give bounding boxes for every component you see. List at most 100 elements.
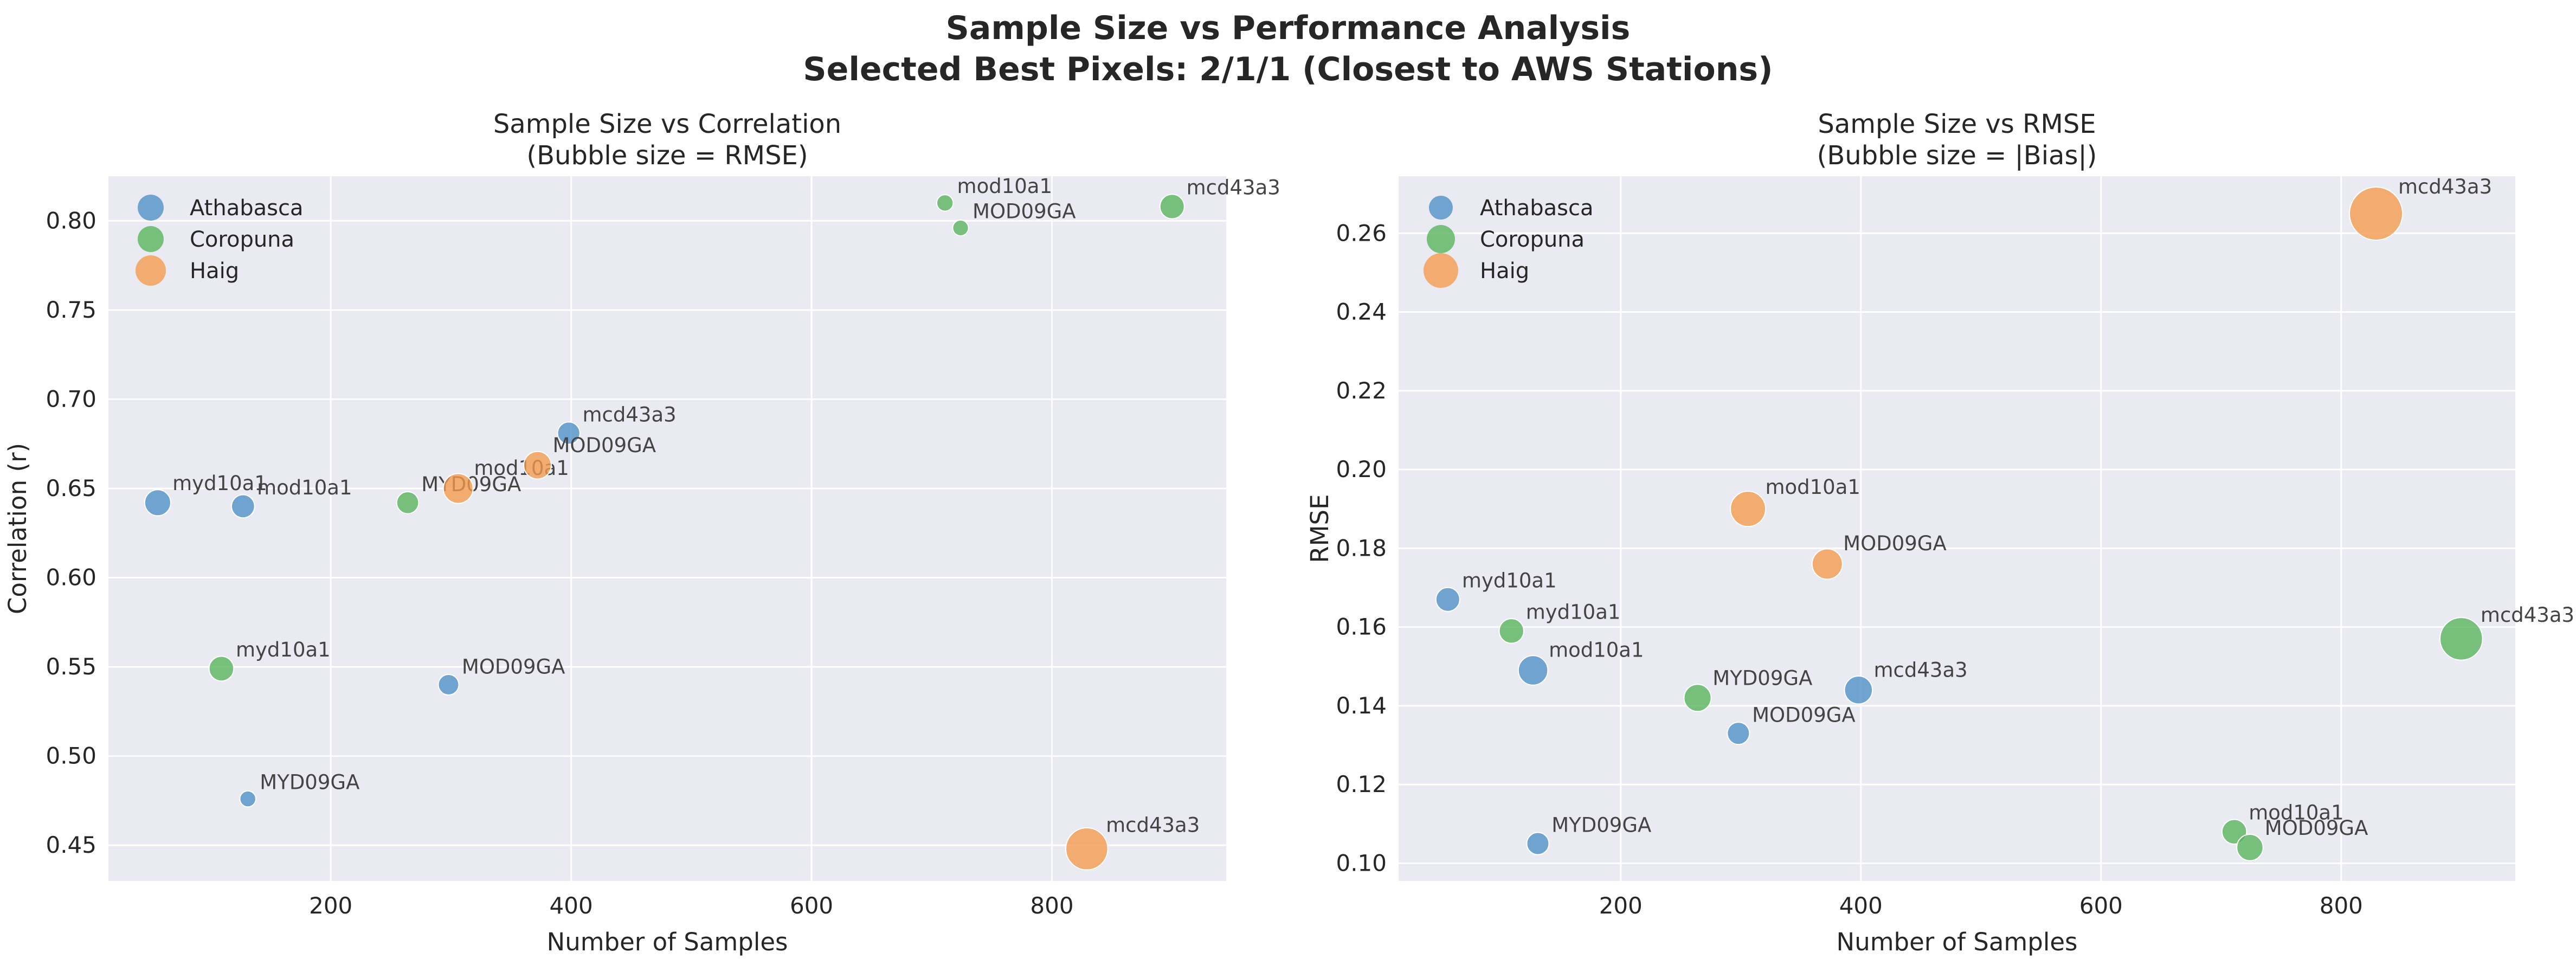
point-annotation: MOD09GA — [973, 200, 1076, 223]
data-point-coropuna-myd10a1 — [1498, 618, 1524, 644]
y-tick-label: 0.16 — [1336, 614, 1387, 640]
x-tick-label: 200 — [1599, 892, 1643, 919]
data-point-haig-mod10a1 — [1730, 491, 1767, 527]
plot-area — [108, 176, 1226, 881]
y-tick-label: 0.10 — [1336, 850, 1387, 876]
x-tick-label: 400 — [1839, 892, 1883, 919]
point-annotation: mcd43a3 — [583, 403, 677, 427]
point-annotation: mod10a1 — [2249, 801, 2343, 825]
data-point-athabasca-myd10a1 — [1435, 587, 1460, 612]
y-tick-label: 0.20 — [1336, 456, 1387, 483]
figure-title-line1: Sample Size vs Performance Analysis — [945, 9, 1631, 47]
data-point-coropuna-myd09ga — [1683, 684, 1712, 712]
y-tick-label: 0.55 — [46, 653, 96, 680]
y-tick-label: 0.70 — [46, 385, 96, 412]
point-annotation: myd10a1 — [236, 638, 331, 661]
chart-panel-1: 200 400 600 800 0.45 0.50 0.55 0.60 0.65 0.70 0.75… — [3, 109, 1280, 956]
data-point-athabasca-myd09ga — [1526, 832, 1550, 855]
point-annotation: MOD09GA — [553, 434, 656, 457]
x-tick-label: 800 — [1030, 892, 1073, 919]
y-tick-label: 0.60 — [46, 564, 96, 591]
data-point-haig-mcd43a3 — [1065, 827, 1109, 871]
legend-marker-coropuna — [138, 226, 164, 252]
figure-title: Sample Size vs Performance Analysis Sele… — [0, 8, 2576, 90]
data-point-athabasca-mod09ga — [437, 674, 460, 696]
data-point-coropuna-mcd43a3 — [2439, 617, 2483, 661]
panel-title-line: Sample Size vs Correlation — [493, 109, 841, 139]
y-tick-label: 0.45 — [46, 832, 96, 858]
y-axis-label: Correlation (r) — [3, 443, 32, 614]
point-annotation: mod10a1 — [257, 476, 352, 499]
panel-title-line: (Bubble size = RMSE) — [526, 140, 808, 171]
legend-marker-coropuna — [1427, 225, 1455, 253]
data-point-athabasca-mcd43a3 — [557, 421, 581, 445]
y-tick-label: 0.24 — [1336, 299, 1387, 325]
x-tick-label: 800 — [2320, 892, 2363, 919]
data-point-haig-mcd43a3 — [2349, 186, 2404, 241]
data-point-coropuna-mcd43a3 — [1159, 194, 1185, 220]
legend: Athabasca Coropuna Haig — [136, 195, 303, 286]
y-tick-label: 0.75 — [46, 297, 96, 323]
data-point-athabasca-mcd43a3 — [1844, 676, 1873, 705]
data-point-coropuna-mod09ga — [2236, 834, 2264, 861]
data-point-athabasca-myd10a1 — [144, 489, 171, 517]
legend-marker-haig — [1424, 253, 1458, 288]
point-annotation: myd10a1 — [172, 472, 267, 495]
panel-title-line: Sample Size vs RMSE — [1818, 109, 2096, 139]
figure-title-line2: Selected Best Pixels: 2/1/1 (Closest to … — [803, 50, 1773, 88]
data-point-haig-mod09ga — [1811, 548, 1843, 580]
legend-label-haig: Haig — [1480, 259, 1529, 284]
data-point-coropuna-mod09ga — [952, 219, 969, 237]
legend-marker-haig — [136, 255, 166, 286]
point-annotation: MOD09GA — [2265, 816, 2368, 840]
legend-label-coropuna: Coropuna — [1480, 227, 1585, 252]
panel-title-line: (Bubble size = |Bias|) — [1817, 140, 2097, 171]
point-annotation: myd10a1 — [1526, 600, 1621, 623]
point-annotation: mcd43a3 — [1187, 176, 1280, 200]
data-point-coropuna-myd09ga — [396, 491, 420, 514]
legend-label-coropuna: Coropuna — [190, 227, 294, 252]
point-annotation: MYD09GA — [260, 770, 359, 794]
legend-label-haig: Haig — [190, 259, 239, 284]
y-tick-label: 0.26 — [1336, 220, 1387, 246]
x-axis-label: Number of Samples — [547, 928, 788, 956]
point-annotation: MYD09GA — [1712, 667, 1812, 690]
data-point-coropuna-mod10a1 — [936, 194, 954, 212]
point-annotation: mcd43a3 — [2481, 603, 2574, 627]
legend: Athabasca Coropuna Haig — [1424, 196, 1593, 288]
legend-label-athabasca: Athabasca — [190, 196, 303, 221]
point-annotation: MYD09GA — [1551, 814, 1651, 837]
y-tick-label: 0.12 — [1336, 771, 1387, 797]
y-tick-label: 0.65 — [46, 475, 96, 501]
point-annotation: mcd43a3 — [2398, 175, 2492, 198]
point-annotation: mod10a1 — [957, 175, 1052, 198]
data-point-athabasca-mod10a1 — [230, 494, 255, 519]
y-axis-label: RMSE — [1305, 494, 1334, 563]
x-tick-label: 600 — [2079, 892, 2123, 919]
point-annotation: mcd43a3 — [1106, 813, 1200, 837]
legend-marker-athabasca — [138, 195, 164, 221]
data-point-athabasca-mod10a1 — [1517, 655, 1549, 686]
x-tick-label: 200 — [309, 892, 352, 919]
y-tick-label: 0.14 — [1336, 692, 1387, 719]
plot-area — [1399, 176, 2515, 881]
point-annotation: MOD09GA — [1752, 703, 1856, 726]
x-tick-label: 400 — [550, 892, 593, 919]
x-tick-label: 600 — [790, 892, 833, 919]
point-annotation: MOD09GA — [1843, 532, 1947, 555]
data-point-coropuna-myd10a1 — [208, 655, 235, 682]
point-annotation: mod10a1 — [1549, 638, 1644, 661]
legend-marker-athabasca — [1429, 196, 1453, 220]
data-point-athabasca-myd09ga — [239, 790, 256, 808]
data-point-haig-mod10a1 — [442, 473, 474, 504]
data-point-haig-mod09ga — [523, 451, 552, 480]
point-annotation: MOD09GA — [462, 655, 565, 679]
point-annotation: mod10a1 — [474, 456, 569, 480]
x-axis-label: Number of Samples — [1837, 928, 2078, 956]
point-annotation: mod10a1 — [1765, 475, 1860, 499]
data-point-athabasca-mod09ga — [1727, 722, 1750, 745]
point-annotation: mcd43a3 — [1874, 659, 1968, 682]
y-tick-label: 0.18 — [1336, 535, 1387, 561]
y-tick-label: 0.50 — [46, 743, 96, 769]
y-tick-label: 0.22 — [1336, 377, 1387, 404]
